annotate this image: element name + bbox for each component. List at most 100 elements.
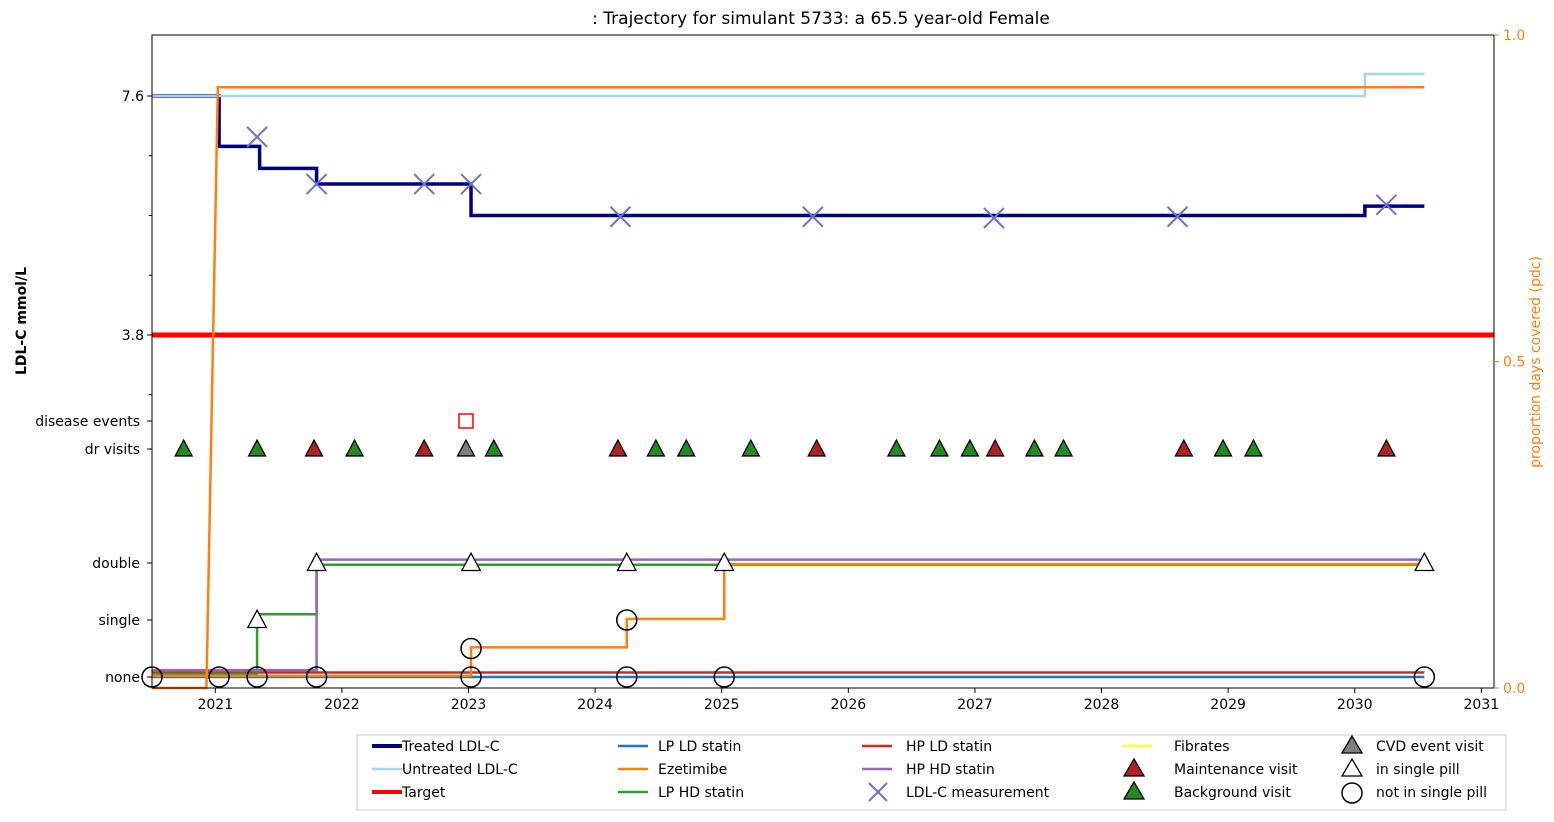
ldl-measurement-marker: [609, 206, 632, 228]
measurement-x-stroke: [1375, 194, 1398, 216]
pill-marker-not-single: [208, 666, 230, 688]
ldl-measurement-marker: [802, 206, 824, 228]
legend-label-lp-ld-statin: LP LD statin: [658, 739, 741, 755]
visit-marker-background: [886, 438, 906, 457]
y-level-label: disease events: [35, 414, 140, 430]
x-tick-label: 2030: [1337, 697, 1373, 713]
visit-marker-maintenance: [304, 438, 324, 457]
visit-marker-background: [960, 438, 980, 457]
x-tick-label: 2027: [957, 697, 993, 713]
legend-label-lp-hd-statin: LP HD statin: [658, 785, 744, 801]
axes: 2021 2022 2023 2024 2025 2026 2027 2028 2029 2030…: [35, 28, 1525, 713]
series-untreated-ldl-c: [152, 72, 1425, 98]
measurement-x-stroke: [609, 206, 632, 228]
legend-label-hp-hd-statin: HP HD statin: [906, 762, 995, 778]
x-tick-label: 2025: [704, 697, 740, 713]
pill-marker-single: [616, 551, 638, 572]
visit-marker-maintenance: [1376, 438, 1396, 457]
ldl-measurement-marker: [305, 173, 328, 195]
pill-marker-not-single: [616, 609, 638, 631]
y2-tick-label: 1.0: [1503, 28, 1525, 44]
visit-marker-maintenance: [807, 438, 827, 457]
y-level-label: single: [99, 613, 140, 629]
y-axis-label: LDL-C mmol/L: [14, 267, 30, 375]
pill-marker-single: [713, 551, 735, 572]
med-line-lp-hd-statin: [152, 563, 1425, 676]
legend-swatch-cvd-event-visit: [1340, 734, 1364, 754]
legend-label-fibrates: Fibrates: [1174, 739, 1230, 755]
visit-marker-cvd: [456, 438, 476, 457]
legend-label-hp-ld-statin: HP LD statin: [906, 739, 992, 755]
visit-marker-background: [484, 438, 504, 457]
measurement-x-stroke: [460, 173, 482, 195]
visit-marker-background: [345, 438, 365, 457]
x-tick-label: 2024: [577, 697, 613, 713]
visit-marker-background: [676, 438, 696, 457]
pill-marker-single: [1414, 551, 1435, 572]
pill-marker-not-single: [616, 666, 638, 688]
legend-swatch-background-visit: [1122, 780, 1146, 800]
pill-marker-not-single: [1413, 666, 1436, 688]
x-tick-label: 2031: [1464, 697, 1500, 713]
y-level-label: none: [105, 670, 140, 686]
pill-marker-not-single: [305, 666, 328, 688]
pill-marker-single: [460, 551, 482, 572]
legend: Treated LDL-C Untreated LDL-C Target LP LD …: [356, 734, 1507, 811]
pill-marker-single: [306, 551, 327, 572]
x-tick-label: 2022: [324, 697, 360, 713]
visit-marker-background: [929, 438, 950, 457]
y2-tick-label: 0.5: [1503, 355, 1525, 371]
legend-label-treated-ldl-c: Treated LDL-C: [401, 739, 500, 755]
ldl-measurement-marker: [246, 126, 268, 148]
med-line-hp-hd-statin: [152, 558, 1425, 672]
legend-box: [356, 734, 1507, 811]
legend-label-ezetimibe: Ezetimibe: [658, 762, 727, 778]
visit-marker-maintenance: [414, 438, 434, 457]
visit-marker-background: [741, 438, 761, 457]
x-tick-label: 2028: [1084, 697, 1120, 713]
legend-label-target: Target: [401, 785, 446, 801]
med-line-ezetimibe-level: [152, 562, 1425, 678]
legend-swatch-in-single-pill: [1340, 757, 1364, 777]
y-level-label: double: [92, 556, 140, 572]
measurement-x-stroke: [246, 126, 268, 148]
legend-label-maintenance-visit: Maintenance visit: [1174, 762, 1298, 778]
pill-marker-not-single: [713, 666, 735, 688]
visit-marker-maintenance: [608, 438, 628, 457]
legend-label-ldl-c-measurement: LDL-C measurement: [906, 785, 1050, 801]
visit-marker-background: [1243, 438, 1264, 457]
y-level-label: dr visits: [85, 442, 140, 458]
measurement-x-stroke: [305, 173, 328, 195]
measurement-x-stroke: [802, 206, 824, 228]
x-tick-label: 2023: [451, 697, 487, 713]
ldl-measurement-marker: [413, 173, 435, 195]
x-tick-label: 2029: [1210, 697, 1246, 713]
x-tick-label: 2026: [831, 697, 867, 713]
series-treated-ldl-c: [152, 94, 1425, 218]
visit-marker-maintenance: [985, 438, 1005, 457]
measurement-x-stroke: [983, 207, 1005, 229]
pill-marker-single: [246, 608, 268, 629]
visit-marker-maintenance: [1174, 438, 1194, 457]
legend-label-not-in-single-pill: not in single pill: [1376, 785, 1487, 801]
y-tick-label: 3.8: [122, 328, 144, 344]
visit-marker-background: [247, 438, 267, 457]
visit-marker-background: [1024, 438, 1044, 457]
measurement-x-stroke: [1166, 206, 1189, 228]
plot-area: [152, 35, 1494, 688]
measurement-x-stroke: [413, 173, 435, 195]
pill-marker-not-single: [460, 637, 482, 660]
legend-label-in-single-pill: in single pill: [1376, 762, 1460, 778]
visit-marker-background: [1213, 438, 1233, 457]
visit-marker-background: [646, 438, 666, 457]
legend-label-untreated-ldl-c: Untreated LDL-C: [402, 762, 518, 778]
pill-marker-not-single: [246, 666, 268, 688]
y2-axis-label: proportion days covered (pdc): [1528, 256, 1544, 468]
legend-swatch-not-in-single-pill: [1341, 782, 1363, 804]
medication-lines: [152, 558, 1425, 679]
legend-label-cvd-event-visit: CVD event visit: [1376, 739, 1484, 755]
legend-label-background-visit: Background visit: [1174, 785, 1291, 801]
chart-title: : Trajectory for simulant 5733: a 65.5 y…: [592, 9, 1050, 29]
visit-marker-background: [1053, 438, 1074, 457]
